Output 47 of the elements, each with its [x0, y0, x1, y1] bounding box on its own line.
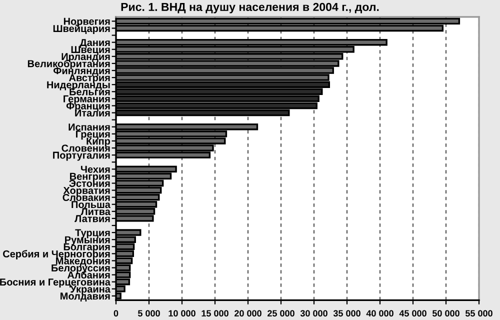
- y-tick-label: Австрия: [69, 74, 110, 84]
- x-tick-label: 25 000: [268, 310, 294, 317]
- y-tick-label: Хорватия: [63, 187, 110, 196]
- y-tick-label: Швеция: [71, 46, 110, 55]
- chart-title: Рис. 1. ВНД на душу населения в 2004 г., дол.: [121, 2, 379, 14]
- y-tick-label: Кипр: [86, 138, 110, 147]
- y-tick-label: Сербия и Черногория: [3, 250, 110, 260]
- y-tick-label: Бельгия: [70, 88, 110, 96]
- x-tick-label: 45 000: [399, 310, 426, 317]
- x-tick-label: 10 000: [168, 310, 196, 317]
- y-tick-label: Белоруссия: [52, 264, 110, 274]
- x-tick-label: 5 000: [138, 310, 160, 317]
- y-tick-label: Турция: [75, 229, 110, 238]
- y-tick-label: Португалия: [53, 152, 110, 161]
- y-tick-label: Молдавия: [60, 292, 110, 302]
- x-tick-label: 50 000: [432, 310, 460, 317]
- y-tick-label: Франция: [66, 102, 110, 112]
- y-tick-label: Латвия: [74, 215, 110, 222]
- x-tick-label: 15 000: [202, 310, 228, 317]
- y-tick-label: Венгрия: [70, 172, 110, 182]
- y-tick-label: Германия: [64, 95, 110, 104]
- y-tick-label: Литва: [80, 208, 111, 216]
- y-tick-label: Дания: [80, 39, 110, 48]
- y-tick-label: Греция: [76, 130, 110, 140]
- y-tick-label: Македония: [56, 257, 110, 266]
- x-tick-label: 35 000: [333, 310, 360, 317]
- y-tick-label: Польша: [72, 201, 111, 208]
- y-tick-label: Финляндия: [54, 67, 110, 76]
- y-tick-label: Швейцария: [53, 24, 110, 34]
- y-tick-label: Эстония: [69, 180, 110, 187]
- y-tick-label: Словакия: [62, 194, 110, 202]
- x-tick-label: 0: [114, 310, 118, 317]
- x-tick-label: 30 000: [300, 310, 328, 317]
- y-tick-label: Чехия: [80, 166, 110, 173]
- y-tick-label: Италия: [75, 110, 110, 116]
- y-tick-label: Болгария: [64, 243, 110, 252]
- y-tick-label: Словения: [62, 144, 110, 152]
- y-tick-label: Босния и Герцеговина: [0, 278, 111, 288]
- y-tick-label: Испания: [68, 124, 110, 131]
- y-tick-label: Албания: [67, 271, 110, 279]
- y-tick-label: Норвегия: [64, 18, 110, 27]
- y-tick-label: Украина: [70, 286, 111, 295]
- y-tick-label: Румыния: [65, 236, 110, 246]
- x-tick-label: 20 000: [234, 310, 262, 317]
- x-tick-label: 55 000: [465, 310, 492, 317]
- y-tick-label: Нидерланды: [47, 81, 110, 90]
- x-tick-label: 40 000: [366, 310, 394, 317]
